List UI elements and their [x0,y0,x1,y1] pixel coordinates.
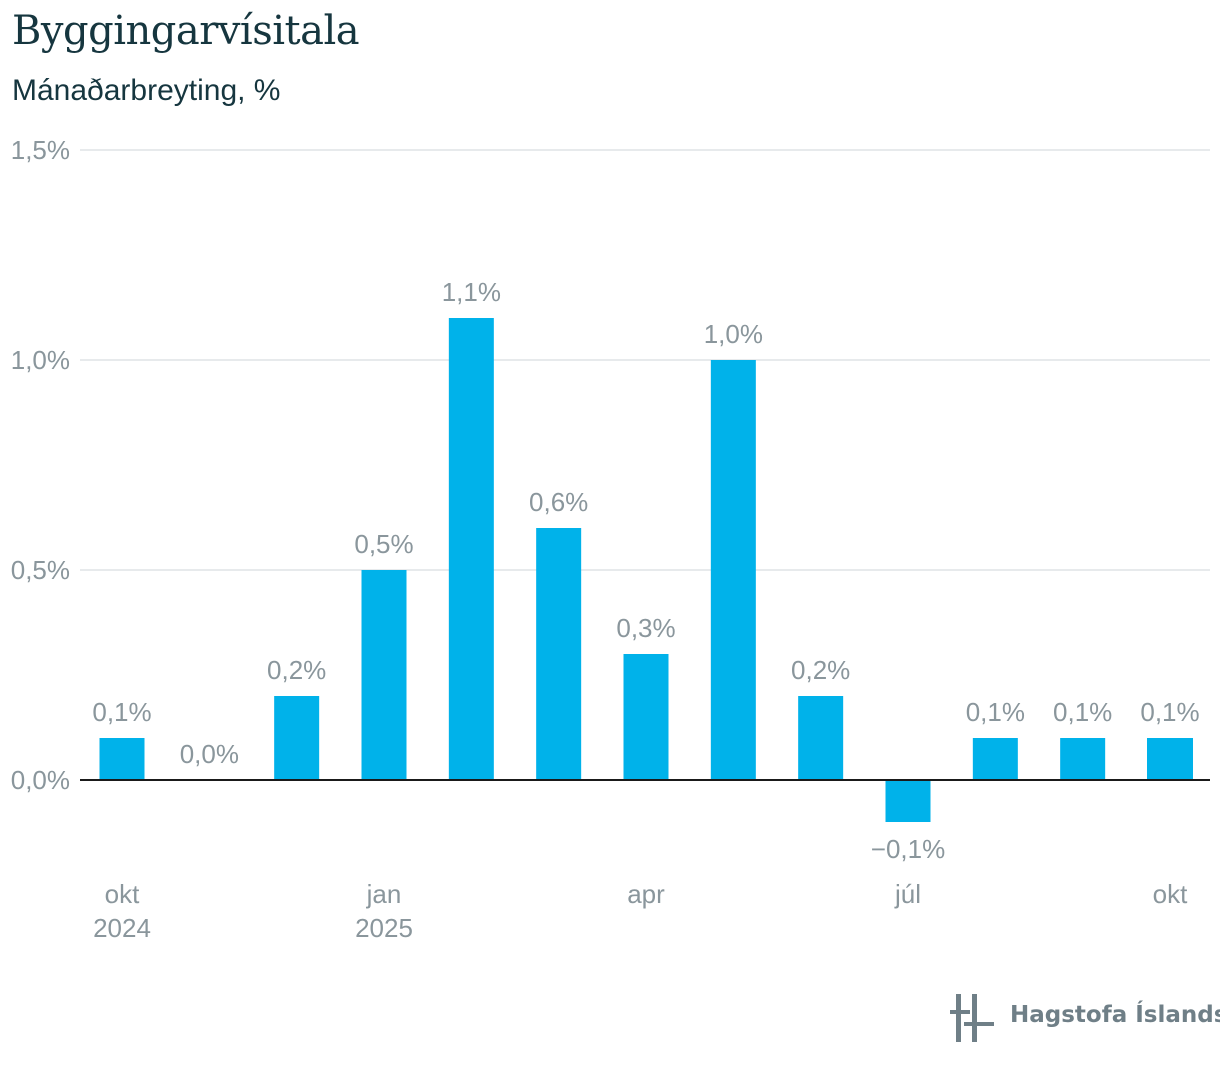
data-label: 0,3% [616,613,675,643]
data-label: 0,1% [1053,697,1112,727]
y-axis-ticks: 0,0% 0,5% 1,0% 1,5% [11,135,70,795]
y-tick-label: 1,5% [11,135,70,165]
chart-title: Byggingarvísitala [12,8,360,54]
bar [710,360,756,780]
x-tick-label: 2025 [355,913,413,943]
bars [99,318,1193,822]
bar [798,696,844,780]
x-tick-label: apr [627,879,665,909]
y-tick-label: 0,5% [11,555,70,585]
bar [972,738,1018,780]
data-label: 0,5% [354,529,413,559]
bar [1147,738,1193,780]
bar [885,780,931,822]
x-tick-label: jan [366,879,402,909]
data-label: 0,0% [180,739,239,769]
source-label: Hagstofa Íslands [1010,1002,1220,1028]
data-label: 1,0% [704,319,763,349]
bar [1060,738,1106,780]
data-label: −0,1% [871,834,945,864]
gridlines [80,149,1210,571]
x-tick-label: júl [894,879,921,909]
x-tick-label: okt [105,879,140,909]
data-label: 0,2% [267,655,326,685]
x-tick-label: okt [1153,879,1188,909]
data-label: 0,2% [791,655,850,685]
y-tick-label: 0,0% [11,765,70,795]
bar [623,654,669,780]
bar [274,696,320,780]
hagstofa-logo-icon [950,994,994,1042]
data-labels: 0,1% 0,0% 0,2% 0,5% 1,1% 0,6% 0,3% 1,0% 0,2% −0,1… [92,277,1199,864]
x-axis-ticks: okt 2024 jan 2025 apr júl okt [93,879,1188,943]
x-tick-label: 2024 [93,913,151,943]
bar [448,318,494,780]
chart-subtitle: Mánaðarbreyting, % [12,74,281,107]
y-tick-label: 1,0% [11,345,70,375]
data-label: 0,1% [1140,697,1199,727]
data-label: 0,1% [92,697,151,727]
bar [536,528,582,780]
bar [361,570,407,780]
data-label: 0,6% [529,487,588,517]
bar [99,738,145,780]
data-label: 0,1% [966,697,1025,727]
data-label: 1,1% [442,277,501,307]
bar-chart: 0,0% 0,5% 1,0% 1,5% 0,1% 0,0% 0,2% 0,5% 1,1% 0,6… [11,135,1210,943]
